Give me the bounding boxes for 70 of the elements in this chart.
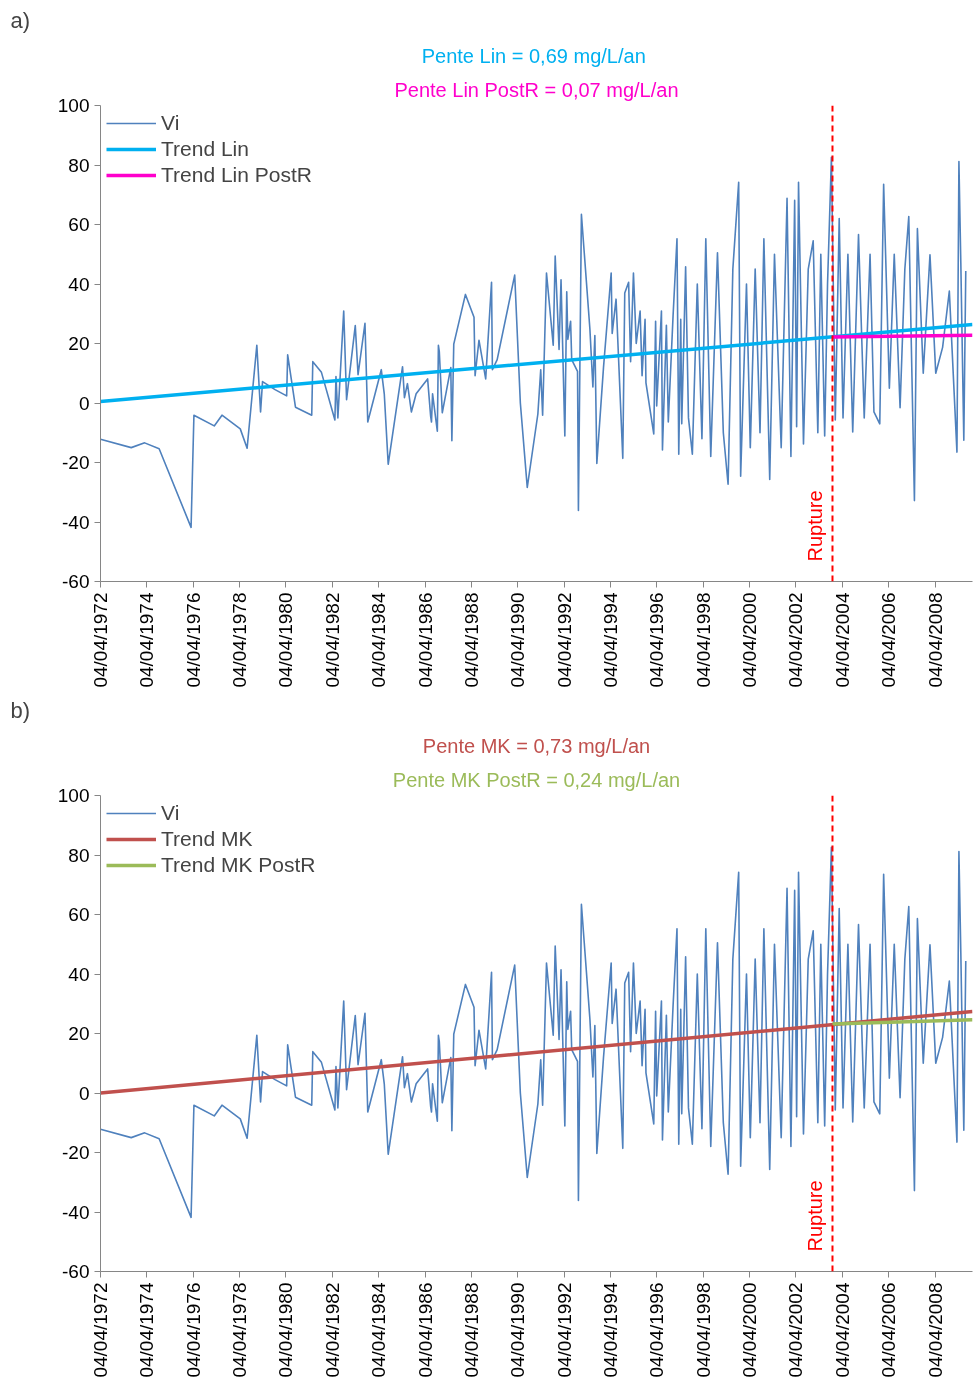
x-tick-label: 04/04/1986 <box>414 592 436 688</box>
y-tick-label: 40 <box>68 963 90 985</box>
x-tick-label: 04/04/1996 <box>646 592 668 688</box>
y-tick-label: -40 <box>62 511 90 533</box>
x-tick-label: 04/04/1988 <box>460 1282 482 1378</box>
x-tick-label: 04/04/1978 <box>229 592 251 688</box>
text: Pente Lin PostR = 0,07 mg/L/an <box>394 78 679 101</box>
legend-label: Trend Lin <box>161 137 249 161</box>
x-tick-label: 04/04/1990 <box>507 592 529 688</box>
ref-line-label: Rupture <box>804 1180 827 1252</box>
x-tick-label: 04/04/1984 <box>368 1282 390 1378</box>
x-tick-label: 04/04/1980 <box>275 1282 297 1378</box>
x-tick-label: 04/04/1974 <box>136 1282 158 1378</box>
x-tick-label: 04/04/1994 <box>599 592 621 688</box>
y-tick-label: 0 <box>78 392 90 414</box>
x-tick-label: 04/04/1980 <box>275 592 297 688</box>
x-tick-label: 04/04/1984 <box>368 592 390 688</box>
y-tick-label: 100 <box>57 785 90 806</box>
x-tick-label: 04/04/2008 <box>924 1282 946 1378</box>
x-tick-label: 04/04/2002 <box>785 1282 807 1378</box>
x-tick-label: 04/04/1990 <box>507 1282 529 1378</box>
x-tick-label: 04/04/1994 <box>599 1282 621 1378</box>
x-tick-label: 04/04/1998 <box>692 1282 714 1378</box>
y-tick-label: -40 <box>62 1201 90 1223</box>
text: Pente MK PostR = 0,24 mg/L/an <box>392 768 681 791</box>
y-tick-label: 60 <box>68 904 90 925</box>
legend-label: Trend Lin PostR <box>161 163 312 187</box>
text: Pente Lin = 0,69 mg/L/an <box>421 44 646 67</box>
x-tick-label: 04/04/2006 <box>878 1282 900 1378</box>
x-tick-label: 04/04/1972 <box>90 1282 111 1378</box>
x-tick-label: 04/04/1976 <box>182 592 204 688</box>
chart-title: b) <box>10 697 31 723</box>
y-tick-label: 80 <box>68 844 90 866</box>
x-tick-label: 04/04/1978 <box>229 1282 251 1378</box>
y-tick-label: 20 <box>68 333 90 354</box>
y-tick-label: 0 <box>78 1082 90 1104</box>
y-tick-label: -60 <box>62 571 90 592</box>
chart-title: a) <box>10 7 31 33</box>
y-tick-label: -60 <box>62 1261 90 1282</box>
ref-line-label: Rupture <box>804 490 827 562</box>
legend-label: Trend MK PostR <box>161 853 316 877</box>
x-tick-label: 04/04/1992 <box>553 592 575 688</box>
y-tick-label: 80 <box>68 154 90 176</box>
y-tick-label: -20 <box>62 452 90 473</box>
x-tick-label: 04/04/1988 <box>460 592 482 688</box>
x-tick-label: 04/04/1992 <box>553 1282 575 1378</box>
text: Pente MK = 0,73 mg/L/an <box>422 734 651 757</box>
x-tick-label: 04/04/1976 <box>182 1282 204 1378</box>
x-tick-label: 04/04/1998 <box>692 592 714 688</box>
x-tick-label: 04/04/2008 <box>924 592 946 688</box>
x-tick-label: 04/04/1996 <box>646 1282 668 1378</box>
legend-label: Vi <box>161 801 181 825</box>
y-tick-label: 100 <box>57 95 90 116</box>
y-tick-label: 20 <box>68 1023 90 1044</box>
x-tick-label: 04/04/1974 <box>136 592 158 688</box>
y-tick-label: 40 <box>68 273 90 295</box>
x-tick-label: 04/04/2004 <box>831 1282 853 1378</box>
x-tick-label: 04/04/2002 <box>785 592 807 688</box>
x-tick-label: 04/04/1982 <box>321 1282 343 1378</box>
legend-label: Vi <box>161 111 181 135</box>
x-tick-label: 04/04/1986 <box>414 1282 436 1378</box>
y-tick-label: 60 <box>68 214 90 235</box>
y-tick-label: -20 <box>62 1142 90 1163</box>
legend-label: Trend MK <box>161 827 253 851</box>
x-tick-label: 04/04/2000 <box>739 1282 761 1378</box>
x-tick-label: 04/04/2000 <box>739 592 761 688</box>
x-tick-label: 04/04/1972 <box>90 592 111 688</box>
x-tick-label: 04/04/1982 <box>321 592 343 688</box>
x-tick-label: 04/04/2006 <box>878 592 900 688</box>
x-tick-label: 04/04/2004 <box>831 592 853 688</box>
